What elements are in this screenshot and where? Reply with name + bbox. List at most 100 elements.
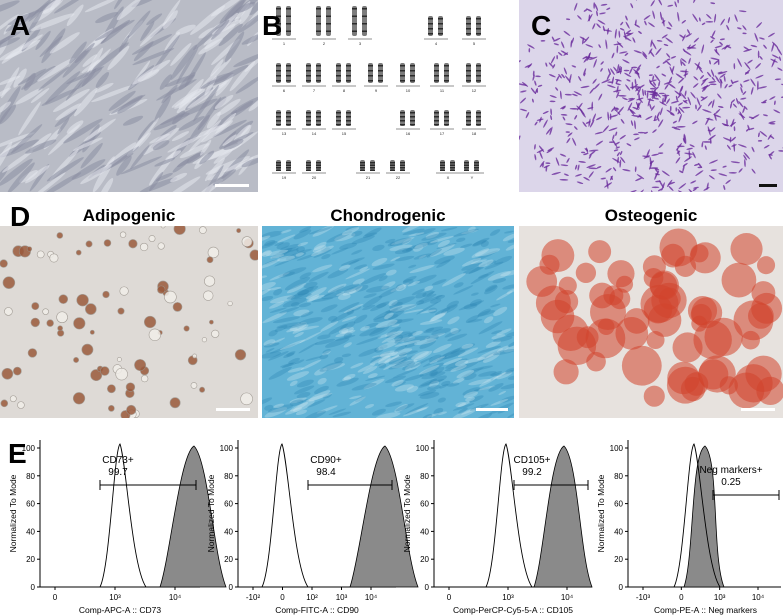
chromosome-pair: 16	[396, 110, 420, 136]
stained-histogram	[349, 445, 419, 588]
control-histogram	[673, 443, 721, 588]
y-axis-label: Normalized To Mode	[596, 474, 606, 552]
chromosome-label: 7	[313, 88, 316, 93]
chromosome-label: 6	[283, 88, 286, 93]
chromosome-label: 8	[343, 88, 346, 93]
y-tick-label: 0	[31, 583, 36, 592]
chromosome-pair: 1	[272, 6, 296, 46]
flow-histogram-plot: 0 20 40 60 80 100 Normalized To Mode -10² 0 10² 10…	[206, 440, 419, 615]
y-tick-label: 100	[220, 444, 234, 453]
x-tick-label: 0	[280, 593, 285, 602]
flow-histogram-plot: 0 20 40 60 80 100 Normalized To Mode -10³ 0 10³ 10…	[596, 440, 781, 615]
chromosome-label: 11	[440, 88, 445, 93]
chromosome-label: 3	[359, 41, 362, 46]
gate-marker-label: Neg markers+	[699, 465, 762, 476]
scale-bar-adipogenic	[216, 408, 250, 411]
x-axis-label: Comp-PE-A :: Neg markers	[654, 605, 757, 615]
chromosome-pair: 18	[462, 110, 486, 136]
y-tick-label: 80	[614, 472, 623, 481]
gate-marker-label: CD73+	[102, 455, 134, 466]
panel-letter-a: A	[10, 10, 31, 41]
chromosome-label: Y	[471, 175, 474, 180]
chromosome-label: 20	[312, 175, 317, 180]
y-tick-label: 40	[420, 527, 429, 536]
title-osteogenic: Osteogenic	[604, 206, 698, 225]
y-tick-label: 0	[229, 583, 234, 592]
chromosome-pair: X	[436, 160, 460, 180]
y-tick-label: 100	[610, 444, 624, 453]
panel-d-chondrogenic	[262, 226, 514, 418]
chromosome-label: 17	[440, 131, 445, 136]
y-tick-label: 0	[425, 583, 430, 592]
scale-bar-c	[759, 184, 777, 187]
x-tick-label: 10²	[306, 593, 318, 602]
chromosome-pair: 10	[396, 63, 420, 93]
y-tick-label: 60	[26, 500, 35, 509]
x-tick-label: -10²	[246, 593, 261, 602]
y-tick-label: 60	[420, 500, 429, 509]
chromosome-pair: 19	[272, 160, 296, 180]
chromosome-label: 10	[406, 88, 411, 93]
y-tick-label: 20	[26, 555, 35, 564]
control-histogram	[261, 443, 309, 588]
panel-letter-c: C	[531, 10, 552, 41]
chromosome-label: 19	[282, 175, 287, 180]
chromosome-pair: 20	[302, 160, 326, 180]
chromosome-pair: 12	[462, 63, 486, 93]
chromosome-label: 1	[283, 41, 286, 46]
chromosome-pair: 3	[348, 6, 372, 46]
y-axis-label: Normalized To Mode	[402, 474, 412, 552]
y-tick-label: 80	[224, 472, 233, 481]
chromosome-pair: 17	[430, 110, 454, 136]
scale-bar-osteogenic	[741, 408, 775, 411]
panel-a-cell-culture: A	[0, 0, 258, 192]
x-tick-label: 10³	[714, 593, 726, 602]
chromosome-label: 22	[396, 175, 401, 180]
colony-image	[519, 0, 783, 192]
chromosome-pair: Y	[460, 160, 484, 180]
stained-histogram	[159, 445, 227, 588]
cell-culture-image	[0, 0, 258, 192]
chromosome-pair: 9	[364, 63, 388, 93]
title-chondrogenic: Chondrogenic	[330, 206, 446, 225]
chromosome-pair: 7	[302, 63, 326, 93]
x-axis-label: Comp-FITC-A :: CD90	[275, 605, 359, 615]
x-tick-label: 10³	[502, 593, 514, 602]
chromosome-pair: 15	[332, 110, 356, 136]
chromosome-pair: 8	[332, 63, 356, 93]
y-tick-label: 60	[224, 500, 233, 509]
control-histogram	[485, 443, 533, 588]
y-tick-label: 80	[420, 472, 429, 481]
chromosome-label: 16	[406, 131, 411, 136]
y-tick-label: 100	[22, 444, 36, 453]
flow-cytometry-panel: 0 20 40 60 80 100 Normalized To Mode 0 10³ 10⁴ Com…	[8, 440, 781, 615]
scale-bar-a	[215, 184, 249, 187]
y-tick-label: 80	[26, 472, 35, 481]
y-axis-label: Normalized To Mode	[206, 474, 216, 552]
chromosome-pair: 6	[272, 63, 296, 93]
x-tick-label: 10⁴	[752, 593, 765, 602]
gate-marker-label: CD105+	[514, 455, 551, 466]
x-tick-label: 10³	[336, 593, 348, 602]
adipogenic-image	[0, 226, 258, 418]
chromosome-label: 9	[375, 88, 378, 93]
chromosome-label: 2	[323, 41, 326, 46]
chromosome-label: 14	[312, 131, 317, 136]
gate-percentage: 99.2	[522, 467, 542, 478]
y-axis-label: Normalized To Mode	[8, 474, 18, 552]
chromosome-label: 13	[282, 131, 287, 136]
gate-percentage: 0.25	[721, 477, 741, 488]
y-tick-label: 40	[26, 527, 35, 536]
gate-marker-label: CD90+	[310, 455, 342, 466]
x-tick-label: 10⁴	[561, 593, 574, 602]
panel-d-adipogenic	[0, 226, 258, 418]
chromosome-label: 15	[342, 131, 347, 136]
y-tick-label: 60	[614, 500, 623, 509]
chromosome-label: X	[447, 175, 450, 180]
panel-letter-d: D	[10, 201, 31, 232]
x-tick-label: 0	[447, 593, 452, 602]
chondrogenic-image	[262, 226, 514, 418]
chromosome-pair: 11	[430, 63, 454, 93]
y-tick-label: 100	[416, 444, 430, 453]
x-tick-label: -10³	[636, 593, 651, 602]
